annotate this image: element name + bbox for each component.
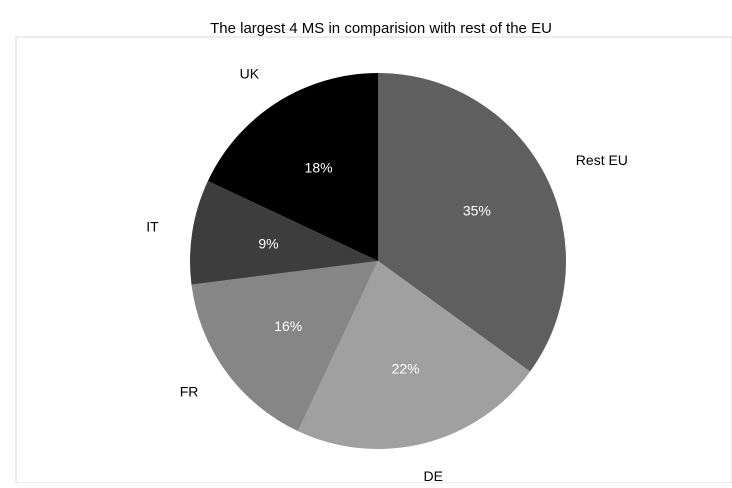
value-label-it: 9% xyxy=(258,236,278,252)
category-label-fr: FR xyxy=(180,383,199,399)
pie-labels: 35% Rest EU 22% DE 16% FR 9% IT 18% UK xyxy=(146,66,628,484)
pie-slice-it xyxy=(189,180,378,285)
category-label-it: IT xyxy=(146,218,159,234)
pie-slice-rest-eu xyxy=(378,73,566,372)
pie-slices xyxy=(189,73,566,450)
pie-slice-uk xyxy=(207,73,378,261)
value-label-rest-eu: 35% xyxy=(463,203,491,219)
pie-slice-de xyxy=(297,261,531,450)
category-label-de: DE xyxy=(423,468,442,483)
category-label-uk: UK xyxy=(240,66,260,82)
value-label-fr: 16% xyxy=(274,318,302,334)
chart-title: The largest 4 MS in comparision with res… xyxy=(210,20,552,37)
pie-slice-fr xyxy=(191,261,378,432)
category-label-rest-eu: Rest EU xyxy=(576,152,628,168)
value-label-de: 22% xyxy=(392,360,420,376)
value-label-uk: 18% xyxy=(305,159,333,175)
